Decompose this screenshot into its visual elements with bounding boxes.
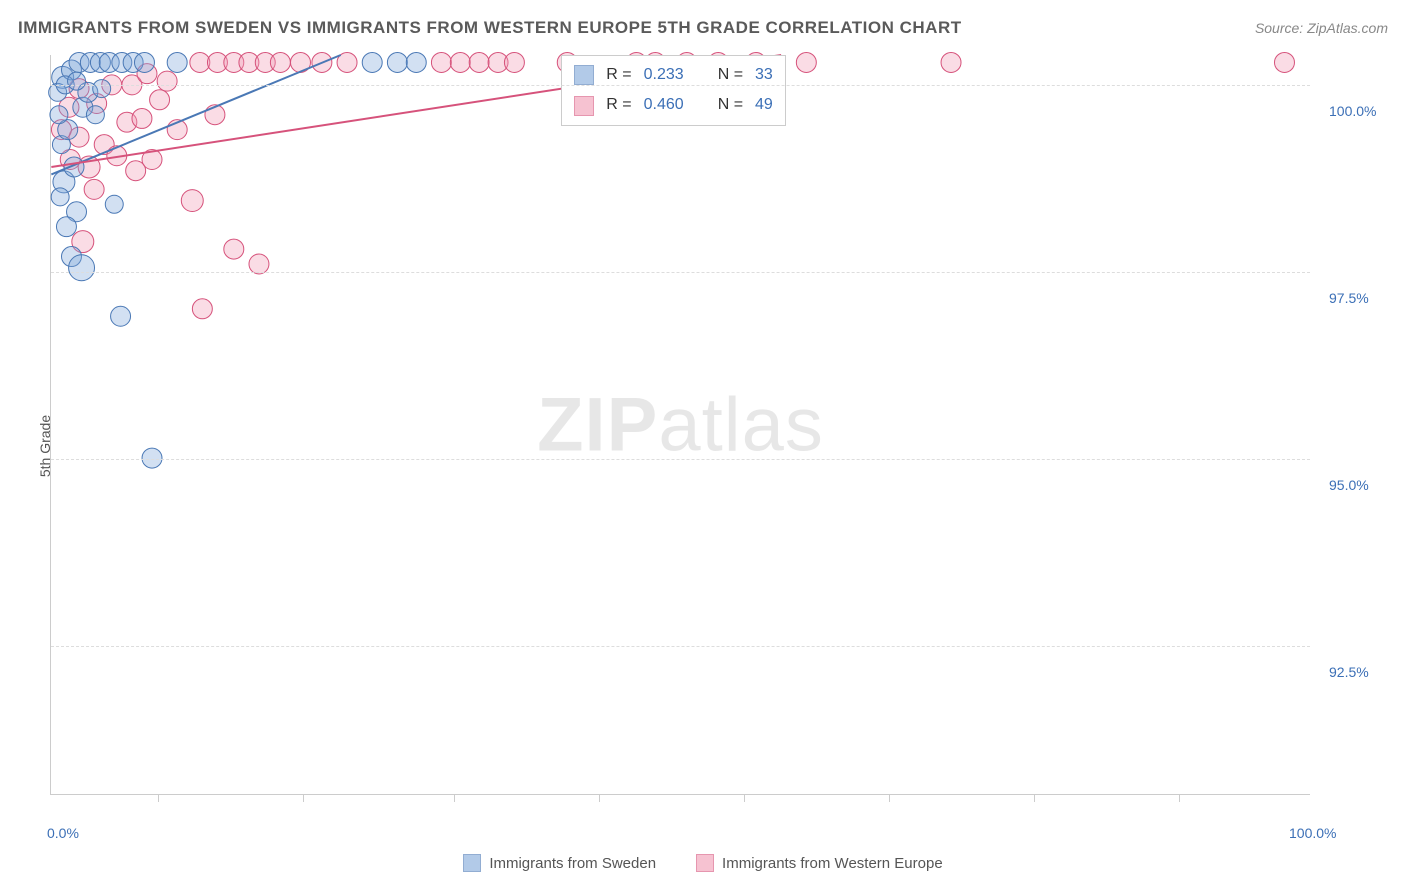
- swatch-sweden: [463, 854, 481, 872]
- legend-item-sweden: Immigrants from Sweden: [463, 854, 656, 872]
- gridline: [51, 272, 1310, 273]
- data-point: [126, 161, 146, 181]
- swatch-weurope: [696, 854, 714, 872]
- x-tick: [1034, 794, 1035, 802]
- data-point: [270, 52, 290, 72]
- data-point: [105, 195, 123, 213]
- gridline: [51, 459, 1310, 460]
- data-point: [469, 52, 489, 72]
- x-tick: [303, 794, 304, 802]
- data-point: [504, 52, 524, 72]
- y-tick-label: 92.5%: [1329, 664, 1369, 680]
- y-tick-label: 95.0%: [1329, 477, 1369, 493]
- data-point: [190, 52, 210, 72]
- data-point: [941, 52, 961, 72]
- x-max-label: 100.0%: [1289, 825, 1336, 841]
- data-point: [362, 52, 382, 72]
- data-point: [1274, 52, 1294, 72]
- data-point: [167, 52, 187, 72]
- stats-r-prefix: R =: [606, 90, 631, 120]
- x-tick: [454, 794, 455, 802]
- stats-legend-box: R =0.233N =33R =0.460N =49: [561, 55, 786, 126]
- chart-svg: [51, 55, 1310, 794]
- chart-container: IMMIGRANTS FROM SWEDEN VS IMMIGRANTS FRO…: [0, 0, 1406, 892]
- stats-r-value: 0.460: [644, 90, 684, 120]
- data-point: [406, 52, 426, 72]
- data-point: [56, 217, 76, 237]
- legend-item-weurope: Immigrants from Western Europe: [696, 854, 943, 872]
- data-point: [224, 239, 244, 259]
- y-tick-label: 97.5%: [1329, 290, 1369, 306]
- plot-area: ZIPatlas R =0.233N =33R =0.460N =49 100.…: [50, 55, 1310, 795]
- y-tick-label: 100.0%: [1329, 103, 1376, 119]
- data-point: [796, 52, 816, 72]
- data-point: [192, 299, 212, 319]
- legend-label-weurope: Immigrants from Western Europe: [722, 855, 943, 872]
- data-point: [150, 90, 170, 110]
- data-point: [181, 190, 203, 212]
- data-point: [111, 306, 131, 326]
- data-point: [157, 71, 177, 91]
- data-point: [51, 188, 69, 206]
- chart-title: IMMIGRANTS FROM SWEDEN VS IMMIGRANTS FRO…: [18, 18, 962, 38]
- data-point: [93, 80, 111, 98]
- stats-row: R = 0.460 N = 49: [574, 90, 773, 120]
- data-point: [50, 106, 68, 124]
- data-point: [450, 52, 470, 72]
- data-point: [134, 52, 154, 72]
- gridline: [51, 85, 1310, 86]
- stats-swatch: [574, 96, 594, 116]
- data-point: [86, 106, 104, 124]
- x-tick: [599, 794, 600, 802]
- legend-label-sweden: Immigrants from Sweden: [489, 855, 656, 872]
- x-tick: [1179, 794, 1180, 802]
- data-point: [387, 52, 407, 72]
- data-point: [84, 179, 104, 199]
- data-point: [431, 52, 451, 72]
- bottom-legend: Immigrants from Sweden Immigrants from W…: [0, 854, 1406, 872]
- data-point: [68, 72, 86, 90]
- stats-n-value: 49: [755, 90, 773, 120]
- header: IMMIGRANTS FROM SWEDEN VS IMMIGRANTS FRO…: [18, 18, 1388, 38]
- stats-swatch: [574, 65, 594, 85]
- stats-n-prefix: N =: [718, 90, 743, 120]
- x-tick: [158, 794, 159, 802]
- data-point: [132, 108, 152, 128]
- source-attribution: Source: ZipAtlas.com: [1255, 20, 1388, 36]
- data-point: [69, 255, 95, 281]
- x-min-label: 0.0%: [47, 825, 79, 841]
- gridline: [51, 646, 1310, 647]
- x-tick: [889, 794, 890, 802]
- x-tick: [744, 794, 745, 802]
